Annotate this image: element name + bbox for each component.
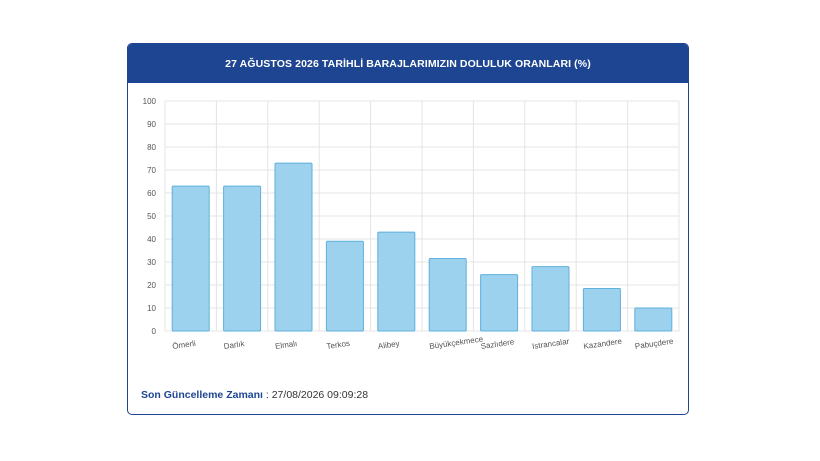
y-tick-label: 10: [147, 304, 156, 313]
y-tick-label: 100: [143, 97, 157, 106]
x-tick-label: Pabuçdere: [634, 337, 674, 351]
bar: [531, 266, 570, 332]
y-tick-label: 60: [147, 189, 156, 198]
y-tick-label: 70: [147, 166, 156, 175]
y-tick-label: 0: [152, 327, 157, 336]
bar: [582, 287, 621, 332]
bar: [223, 185, 262, 332]
x-tick-label: Kazandere: [583, 337, 623, 351]
last-update-separator: :: [262, 389, 272, 401]
last-update: Son Güncelleme Zamanı : 27/08/2026 09:09…: [141, 389, 368, 401]
x-tick-label: Sazlıdere: [480, 337, 515, 351]
bar: [428, 258, 467, 332]
bar: [377, 231, 416, 332]
y-tick-label: 20: [147, 281, 156, 290]
bar: [325, 240, 364, 332]
bar: [480, 274, 519, 332]
x-tick-label: Istrancalar: [532, 337, 571, 351]
x-tick-label: Ömerli: [172, 339, 197, 351]
y-tick-label: 40: [147, 235, 156, 244]
bar: [634, 307, 673, 332]
y-tick-label: 90: [147, 120, 156, 129]
bar: [274, 162, 313, 332]
last-update-label: Son Güncelleme Zamanı: [141, 389, 263, 401]
x-tick-label: Terkos: [326, 339, 351, 351]
x-tick-label: Büyükçekmece: [429, 334, 485, 351]
dam-occupancy-card: 27 AĞUSTOS 2026 TARİHLİ BARAJLARIMIZIN D…: [127, 43, 689, 415]
chart-area: 0 10 20 30 40 50 60 70 80 90 100 Ömerli Darlık Elmalı…: [128, 83, 688, 383]
x-tick-label: Elmalı: [275, 339, 298, 351]
bar: [171, 185, 210, 332]
y-tick-label: 50: [147, 212, 156, 221]
y-tick-label: 80: [147, 143, 156, 152]
x-tick-label: Alibey: [377, 339, 400, 351]
x-tick-label: Darlık: [223, 339, 246, 351]
last-update-value: 27/08/2026 09:09:28: [271, 389, 369, 401]
bar-chart: 0 10 20 30 40 50 60 70 80 90 100 Ömerli Darlık Elmalı…: [143, 97, 680, 351]
y-tick-label: 30: [147, 258, 156, 267]
chart-title: 27 AĞUSTOS 2026 TARİHLİ BARAJLARIMIZIN D…: [128, 44, 688, 83]
